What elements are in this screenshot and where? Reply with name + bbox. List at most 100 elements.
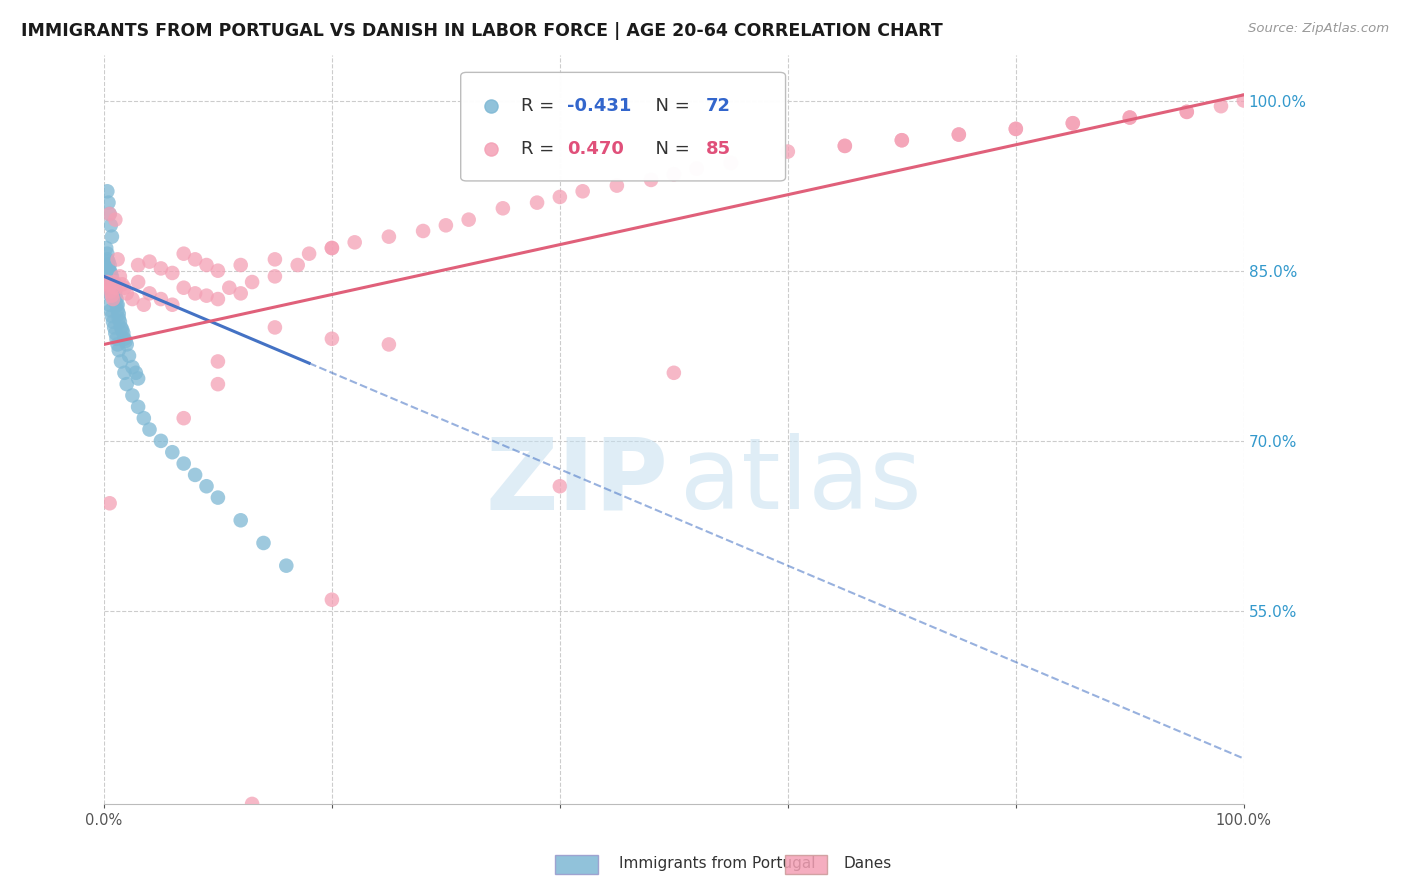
Point (96, 275, 118, 289)
Point (118, 349, 141, 363)
Text: N =: N = (644, 140, 696, 159)
Point (571, 184, 593, 198)
Point (298, 246, 321, 260)
Point (173, 281, 195, 295)
Point (98, 207, 121, 221)
Point (101, 279, 124, 293)
Point (108, 269, 131, 284)
Point (107, 303, 129, 318)
Point (138, 286, 160, 301)
Point (104, 284, 127, 298)
Point (100, 275, 122, 289)
Point (640, 173, 662, 187)
Point (96, 246, 118, 260)
Point (97, 261, 120, 276)
Point (264, 269, 287, 284)
Point (111, 323, 134, 337)
Point (184, 467, 207, 482)
Text: Danes: Danes (844, 856, 891, 871)
FancyBboxPatch shape (461, 72, 786, 181)
Text: -0.431: -0.431 (567, 97, 631, 115)
Point (378, 337, 401, 351)
Point (104, 212, 127, 227)
Point (1175, 104, 1198, 119)
Point (834, 139, 856, 153)
Point (138, 423, 160, 437)
Point (98, 258, 121, 272)
Point (481, 170, 503, 185)
Point (96, 184, 118, 198)
Point (127, 400, 149, 414)
Point (162, 445, 184, 459)
Point (548, 190, 571, 204)
Point (138, 254, 160, 268)
Point (162, 298, 184, 312)
Point (662, 167, 685, 181)
Point (834, 139, 856, 153)
Point (127, 275, 149, 289)
Point (276, 558, 298, 573)
Text: IMMIGRANTS FROM PORTUGAL VS DANISH IN LABOR FORCE | AGE 20-64 CORRELATION CHART: IMMIGRANTS FROM PORTUGAL VS DANISH IN LA… (21, 22, 943, 40)
Text: N =: N = (644, 97, 696, 115)
Point (240, 797, 263, 811)
Point (96, 252, 118, 267)
Point (121, 292, 143, 306)
Point (115, 286, 138, 301)
Point (287, 258, 309, 272)
Point (1004, 121, 1026, 136)
Point (184, 252, 207, 267)
Point (343, 235, 366, 250)
Point (1175, 104, 1198, 119)
Point (97, 277, 120, 292)
Point (114, 332, 136, 346)
Point (98, 279, 121, 293)
Point (195, 258, 218, 272)
Point (100, 271, 122, 285)
Point (1119, 111, 1142, 125)
Point (207, 292, 229, 306)
Point (890, 133, 912, 147)
Point (492, 202, 515, 216)
Text: Source: ZipAtlas.com: Source: ZipAtlas.com (1249, 22, 1389, 36)
Point (112, 326, 135, 340)
Point (103, 275, 125, 289)
Text: 0.470: 0.470 (567, 140, 624, 159)
Point (103, 320, 125, 334)
Point (481, 236, 503, 251)
Point (184, 286, 207, 301)
Point (98, 298, 121, 312)
Point (149, 434, 172, 448)
Point (96, 258, 118, 272)
Point (173, 411, 195, 425)
Point (132, 298, 155, 312)
Point (321, 241, 343, 255)
Point (97, 195, 120, 210)
Point (125, 366, 148, 380)
Point (96, 281, 118, 295)
Point (104, 326, 127, 340)
Point (107, 298, 129, 312)
Point (218, 281, 240, 295)
Point (97, 266, 120, 280)
Point (229, 513, 252, 527)
Point (104, 281, 127, 295)
Point (105, 332, 128, 346)
Point (1062, 116, 1084, 130)
Point (720, 156, 742, 170)
Point (100, 284, 122, 298)
Text: 72: 72 (706, 97, 731, 115)
Point (207, 354, 229, 368)
Point (100, 219, 122, 233)
Point (114, 281, 136, 295)
Point (105, 292, 128, 306)
Point (100, 266, 122, 280)
Point (121, 360, 143, 375)
Point (173, 457, 195, 471)
Point (104, 288, 127, 302)
Point (97, 254, 120, 268)
Point (162, 266, 184, 280)
Point (264, 320, 287, 334)
Point (110, 354, 132, 368)
Point (457, 212, 479, 227)
Text: atlas: atlas (679, 434, 921, 531)
